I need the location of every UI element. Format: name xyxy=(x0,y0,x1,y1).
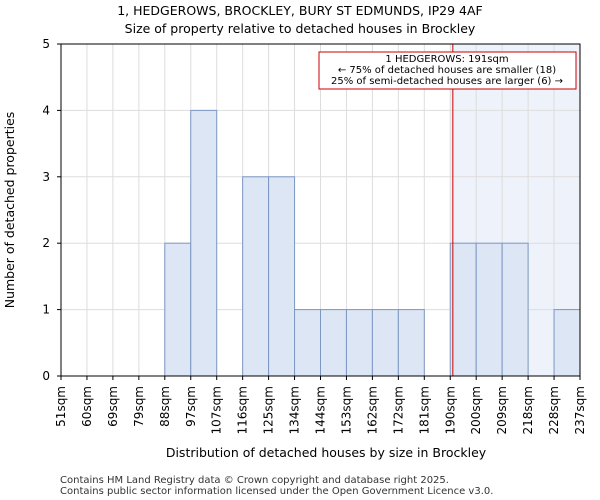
x-tick-label: 209sqm xyxy=(495,386,509,434)
annotation-line-1: 1 HEDGEROWS: 191sqm xyxy=(385,54,508,65)
bar xyxy=(397,309,425,377)
x-tick-label: 218sqm xyxy=(521,386,535,434)
x-tick-label: 162sqm xyxy=(365,386,379,434)
bar xyxy=(190,109,218,377)
y-tick-label: 3 xyxy=(42,170,50,184)
chart-subtitle: Size of property relative to detached ho… xyxy=(125,21,476,36)
x-tick-label: 237sqm xyxy=(573,386,587,434)
x-tick-label: 116sqm xyxy=(236,386,250,434)
annotation-frame xyxy=(318,51,577,90)
bar xyxy=(345,309,373,377)
annotation-line-2: ← 75% of detached houses are smaller (18… xyxy=(338,65,556,76)
x-tick-label: 190sqm xyxy=(443,386,457,434)
y-tick-label: 4 xyxy=(42,103,50,117)
x-tick-label: 107sqm xyxy=(210,386,224,434)
x-tick-label: 79sqm xyxy=(132,386,146,427)
bar xyxy=(501,242,529,377)
annotation-box: 1 HEDGEROWS: 191sqm ← 75% of detached ho… xyxy=(318,51,577,90)
bar xyxy=(294,309,321,377)
bar xyxy=(371,309,399,377)
x-tick-label: 144sqm xyxy=(314,386,328,434)
y-tick-label: 0 xyxy=(42,369,50,383)
bar xyxy=(553,309,581,377)
x-tick-label: 200sqm xyxy=(469,386,483,434)
bars xyxy=(164,109,581,377)
bar xyxy=(475,242,503,377)
bar xyxy=(242,176,270,377)
footer-line-1: Contains HM Land Registry data © Crown c… xyxy=(60,475,449,486)
x-axis-label: Distribution of detached houses by size … xyxy=(166,445,487,460)
bar xyxy=(320,309,347,377)
x-tick-label: 97sqm xyxy=(184,386,198,427)
y-tick-label: 5 xyxy=(42,37,50,51)
x-tick-label: 88sqm xyxy=(158,386,172,427)
x-tick-label: 69sqm xyxy=(106,386,120,427)
x-tick-label: 172sqm xyxy=(391,386,405,434)
bar xyxy=(268,176,296,377)
bar xyxy=(164,242,192,377)
chart-title: 1, HEDGEROWS, BROCKLEY, BURY ST EDMUNDS,… xyxy=(117,3,483,18)
x-tick-label: 51sqm xyxy=(54,386,68,427)
x-ticks: 51sqm 60sqm 69sqm 79sqm 88sqm 97sqm 107sqm 116s… xyxy=(54,376,587,434)
x-tick-label: 125sqm xyxy=(262,386,276,434)
x-tick-label: 228sqm xyxy=(547,386,561,434)
footer-line-2: Contains public sector information licen… xyxy=(60,486,493,497)
y-axis-label: Number of detached properties xyxy=(2,112,17,309)
annotation-line-3: 25% of semi-detached houses are larger (… xyxy=(331,76,563,87)
x-tick-label: 60sqm xyxy=(80,386,94,427)
y-tick-label: 1 xyxy=(42,303,50,317)
y-ticks: 0 1 2 3 4 5 xyxy=(42,37,61,383)
x-tick-label: 181sqm xyxy=(417,386,431,434)
y-tick-label: 2 xyxy=(42,236,50,250)
x-tick-label: 153sqm xyxy=(339,386,353,434)
x-tick-label: 134sqm xyxy=(288,386,302,434)
bar xyxy=(449,242,477,377)
